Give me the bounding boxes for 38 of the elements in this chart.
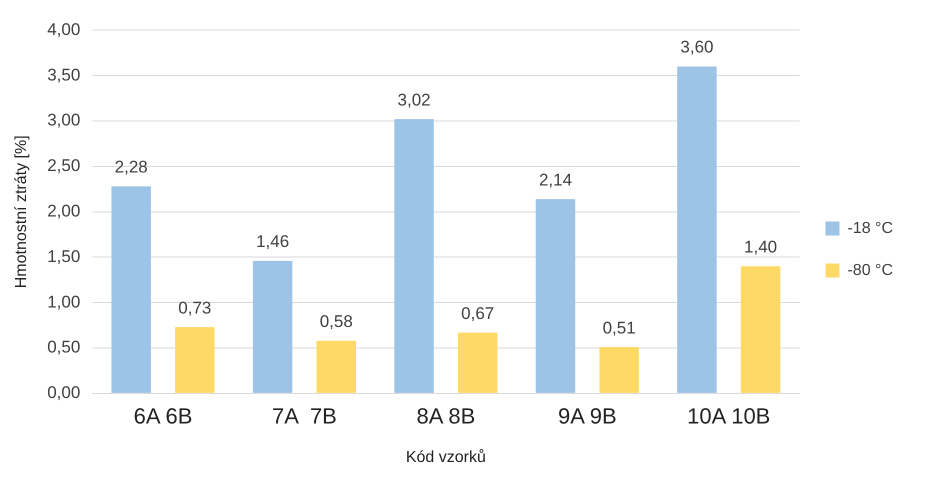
legend-label: -80 °C: [847, 262, 894, 279]
bar: [316, 340, 356, 393]
bar: [599, 347, 639, 393]
x-tick-label: 7A 7B: [272, 404, 337, 429]
bar: [252, 260, 292, 393]
data-label: 3,02: [398, 90, 431, 110]
x-tick-label: 10A 10B: [687, 404, 770, 429]
bar: [740, 266, 780, 393]
x-tick-label: 9A 9B: [558, 404, 617, 429]
bar: [111, 186, 151, 393]
x-axis-title: Kód vzorků: [406, 448, 486, 466]
bar: [175, 327, 215, 393]
data-label: 2,14: [538, 170, 572, 190]
legend-label: -18 °C: [847, 220, 894, 237]
y-tick-label: 2,50: [47, 156, 80, 176]
y-tick-label: 1,00: [47, 292, 80, 312]
bar: [536, 199, 576, 393]
x-tick-label: 6A 6B: [134, 404, 192, 429]
bar: [458, 332, 498, 393]
y-axis-title: Hmotnostní ztráty [%]: [13, 135, 30, 288]
data-label: 0,73: [178, 298, 212, 318]
y-tick-label: 0,00: [47, 383, 80, 402]
bar: [677, 66, 717, 393]
data-label: 0,67: [461, 304, 494, 323]
x-tick-label: 8A 8B: [416, 404, 476, 429]
y-tick-label: 0,50: [47, 338, 80, 357]
bar: [394, 119, 434, 393]
data-label: 0,51: [602, 318, 636, 338]
y-tick-label: 3,00: [47, 110, 80, 130]
y-tick-label: 2,00: [47, 201, 80, 220]
data-label: 2,28: [114, 158, 148, 177]
y-tick-label: 1,50: [47, 246, 80, 266]
data-label: 3,60: [680, 38, 714, 57]
data-label: 0,58: [320, 312, 353, 331]
y-tick-label: 3,50: [47, 65, 80, 84]
data-label: 1,40: [744, 237, 778, 256]
data-label: 1,46: [256, 232, 290, 252]
y-tick-label: 4,00: [47, 20, 80, 39]
